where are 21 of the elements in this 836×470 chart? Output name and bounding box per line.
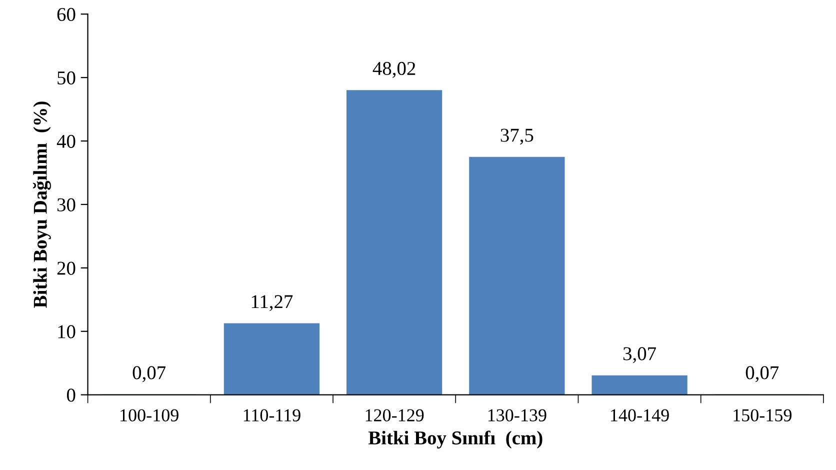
y-tick-label: 60 <box>57 8 76 22</box>
y-tick-label: 50 <box>58 71 76 84</box>
x-tick-label: 110-119 <box>244 409 300 422</box>
data-label: 0,07 <box>132 366 166 382</box>
y-tick-label: 10 <box>58 325 76 338</box>
y-tick-label: 20 <box>57 262 76 275</box>
data-label: 0,07 <box>746 366 779 382</box>
data-label: 37,5 <box>500 128 534 145</box>
y-tick-label: 0 <box>66 388 76 402</box>
x-tick-label: 150-159 <box>734 409 792 422</box>
x-tick-label: 100-109 <box>120 409 178 422</box>
x-axis-title: Bitki Boy Sınıfı (cm) <box>368 430 542 449</box>
data-label: 11,27 <box>252 295 293 312</box>
data-label: 3,07 <box>623 347 656 364</box>
y-tick-label: 40 <box>56 134 76 148</box>
x-tick-label: 120-129 <box>366 409 424 422</box>
y-tick-label: 30 <box>57 198 76 212</box>
x-tick-label: 130-139 <box>488 409 546 422</box>
data-label: 48,02 <box>372 62 416 78</box>
y-axis-title: Bitki Boyu Dağılımı (%) <box>32 102 51 308</box>
x-tick-label: 140-149 <box>611 409 669 422</box>
